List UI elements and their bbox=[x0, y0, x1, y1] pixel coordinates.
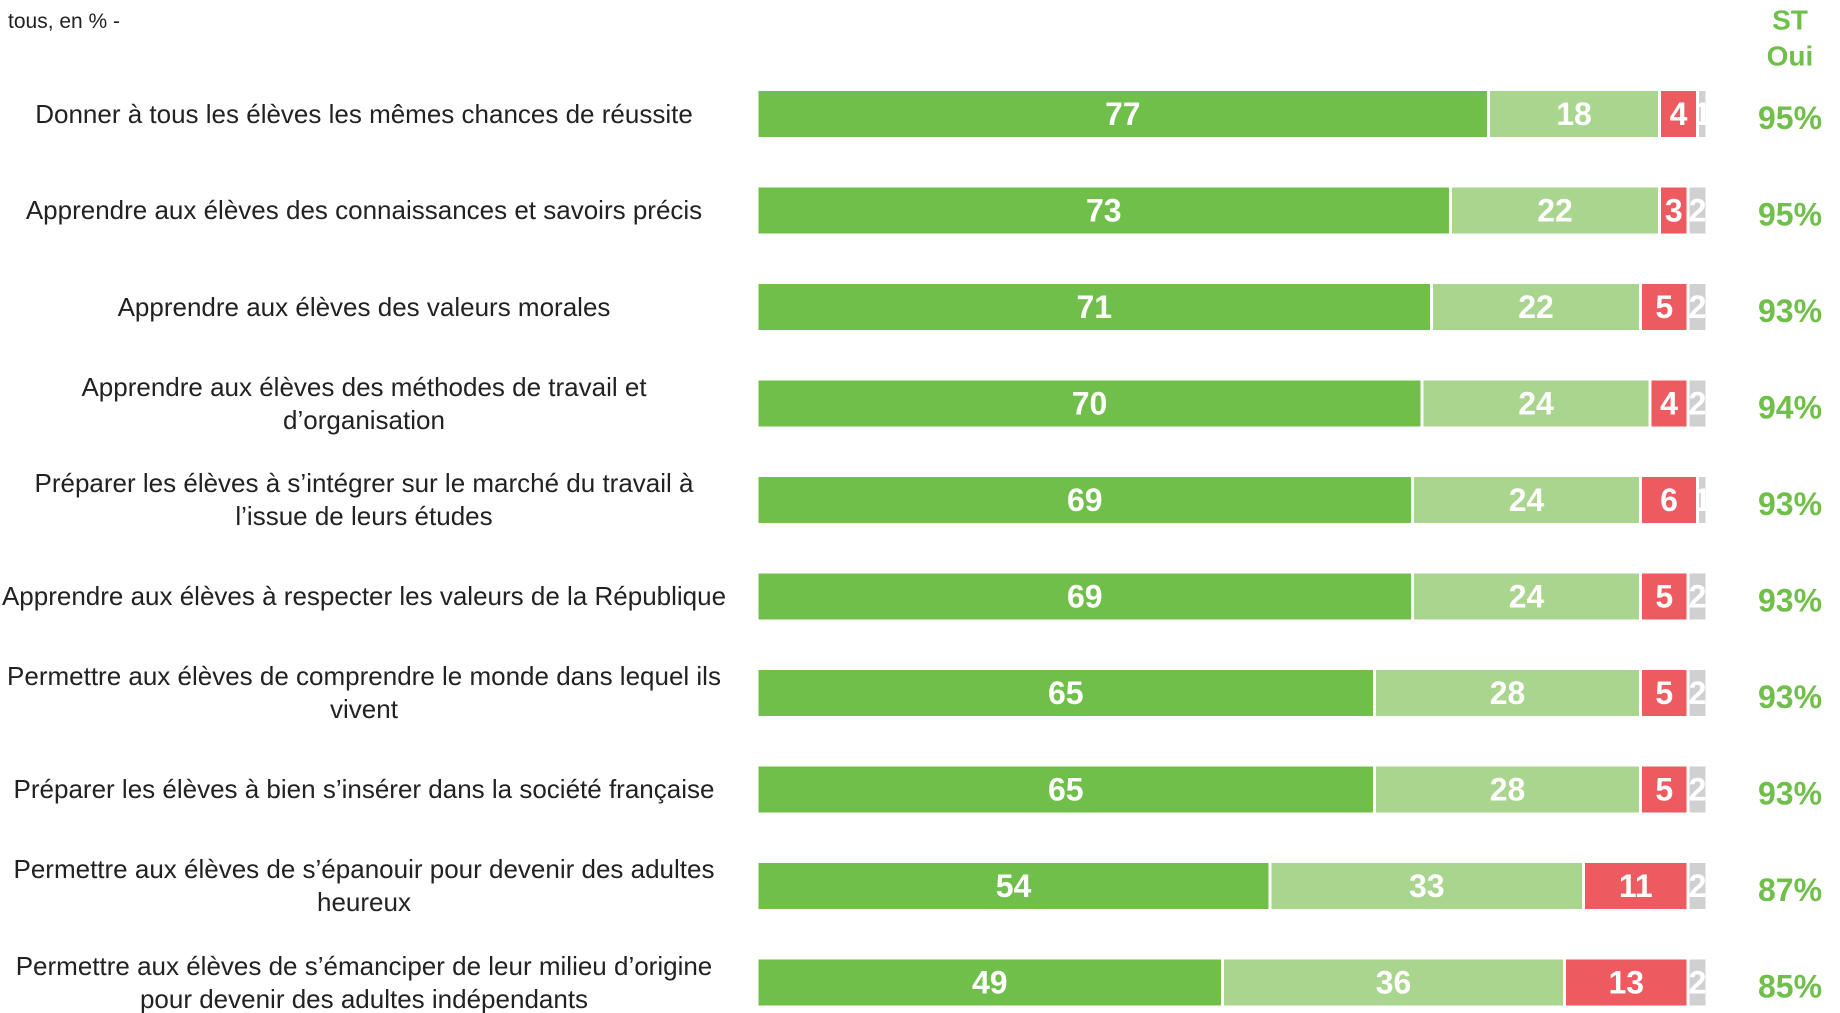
bar-segment bbox=[1686, 377, 1709, 430]
bar-value-label: 28 bbox=[1490, 772, 1526, 808]
bar-segment bbox=[1696, 474, 1709, 526]
bar-value-label: 11 bbox=[1619, 868, 1653, 904]
category-label: Donner à tous les élèves les mêmes chanc… bbox=[35, 98, 693, 129]
category-label: Apprendre aux élèves des connaissances e… bbox=[25, 195, 703, 225]
bar-value-label: 18 bbox=[1556, 96, 1592, 132]
bar-value-label: 22 bbox=[1518, 289, 1554, 325]
bar-segment bbox=[1639, 474, 1699, 526]
bar-value-label: 2 bbox=[1689, 193, 1707, 229]
bar-value-label: 49 bbox=[972, 965, 1008, 1001]
bar-segment bbox=[1639, 763, 1690, 816]
bar-value-label: 2 bbox=[1689, 289, 1707, 325]
bar-value-label: 33 bbox=[1409, 868, 1445, 904]
bar-segment bbox=[1686, 281, 1709, 333]
bar-value-label: 24 bbox=[1509, 482, 1545, 518]
bar-value-label: 2 bbox=[1689, 868, 1707, 904]
bar-value-label: 4 bbox=[1660, 386, 1678, 422]
total-label: 93% bbox=[1758, 776, 1822, 812]
total-label: 87% bbox=[1758, 872, 1822, 908]
bar-segment bbox=[1686, 184, 1709, 237]
bar-value-label: 2 bbox=[1689, 772, 1707, 808]
bar-value-label: 6 bbox=[1660, 482, 1678, 518]
total-label: 94% bbox=[1758, 390, 1822, 426]
bar-value-label: 5 bbox=[1655, 772, 1673, 808]
bar-value-label: 54 bbox=[996, 868, 1032, 904]
bar-value-label: 69 bbox=[1067, 482, 1103, 518]
total-header: Oui bbox=[1767, 41, 1814, 72]
bar-segment bbox=[755, 763, 1376, 816]
total-label: 93% bbox=[1758, 679, 1822, 715]
total-label: 95% bbox=[1758, 100, 1822, 136]
bar-value-label: 24 bbox=[1518, 386, 1554, 422]
bar-segment bbox=[1639, 281, 1690, 333]
bar-value-label: 4 bbox=[1670, 96, 1688, 132]
bar-segment bbox=[1582, 860, 1690, 912]
total-label: 93% bbox=[1758, 583, 1822, 619]
category-label: Préparer les élèves à s’intégrer sur le … bbox=[34, 468, 694, 531]
bar-value-label: 5 bbox=[1655, 675, 1673, 711]
total-label: 95% bbox=[1758, 197, 1822, 233]
bar-value-label: 36 bbox=[1376, 965, 1412, 1001]
bar-value-label: 24 bbox=[1509, 579, 1545, 615]
category-label: Préparer les élèves à bien s’insérer dan… bbox=[13, 774, 715, 804]
bar-value-label: 69 bbox=[1067, 579, 1103, 615]
bar-value-label: 3 bbox=[1665, 193, 1683, 229]
bar-value-label: 2 bbox=[1689, 386, 1707, 422]
total-label: 85% bbox=[1758, 969, 1822, 1005]
bar-value-label: 28 bbox=[1490, 675, 1526, 711]
bar-segment bbox=[1373, 763, 1642, 816]
bar-segment bbox=[1449, 184, 1661, 237]
bar-value-label: 71 bbox=[1076, 289, 1112, 325]
bar-value-label: 13 bbox=[1608, 965, 1644, 1001]
bar-segment bbox=[755, 667, 1376, 719]
bar-value-label: 5 bbox=[1655, 289, 1673, 325]
total-label: 93% bbox=[1758, 293, 1822, 329]
category-label: Apprendre aux élèves des valeurs morales bbox=[117, 291, 611, 322]
bar-segment bbox=[755, 956, 1224, 1009]
bar-segment bbox=[1686, 860, 1709, 912]
bar-value-label: 65 bbox=[1048, 772, 1084, 808]
bar-segment bbox=[1411, 570, 1642, 623]
bar-value-label: 5 bbox=[1655, 579, 1673, 615]
bar-segment bbox=[1696, 88, 1709, 140]
category-label: Permettre aux élèves de s’épanouir pour … bbox=[13, 854, 715, 917]
category-label: Apprendre aux élèves des méthodes de tra… bbox=[81, 371, 647, 435]
subtitle: tous, en % - bbox=[8, 10, 121, 33]
bar-value-label: 2 bbox=[1689, 675, 1707, 711]
bar-value-label: 65 bbox=[1048, 675, 1084, 711]
bar-value-label: 1 bbox=[1693, 96, 1711, 132]
bar-segment bbox=[1686, 763, 1709, 816]
bar-value-label: 2 bbox=[1689, 579, 1707, 615]
bar-segment bbox=[1487, 88, 1661, 140]
bar-value-label: 70 bbox=[1072, 386, 1108, 422]
bar-segment bbox=[755, 281, 1433, 333]
total-label: 93% bbox=[1758, 486, 1822, 522]
bar-value-label: 73 bbox=[1086, 193, 1122, 229]
bar-segment bbox=[1686, 667, 1709, 719]
bar-segment bbox=[1686, 956, 1709, 1009]
bar-value-label: 77 bbox=[1105, 96, 1141, 132]
bar-segment bbox=[1268, 860, 1585, 912]
category-label: Apprendre aux élèves à respecter les val… bbox=[1, 581, 727, 611]
bar-segment bbox=[1686, 570, 1709, 623]
bar-value-label: 1 bbox=[1693, 482, 1711, 518]
bar-segment bbox=[755, 570, 1414, 623]
bar-segment bbox=[755, 184, 1452, 237]
bar-value-label: 22 bbox=[1537, 193, 1573, 229]
bar-segment bbox=[1658, 88, 1699, 140]
bar-segment bbox=[1420, 377, 1652, 430]
bar-segment bbox=[755, 474, 1414, 526]
bar-value-label: 2 bbox=[1689, 965, 1707, 1001]
bar-segment bbox=[1221, 956, 1566, 1009]
category-label: Permettre aux élèves de s’émanciper de l… bbox=[15, 950, 713, 1013]
bar-segment bbox=[1658, 184, 1690, 237]
total-header: ST bbox=[1772, 5, 1808, 36]
category-label: Permettre aux élèves de comprendre le mo… bbox=[7, 661, 721, 724]
